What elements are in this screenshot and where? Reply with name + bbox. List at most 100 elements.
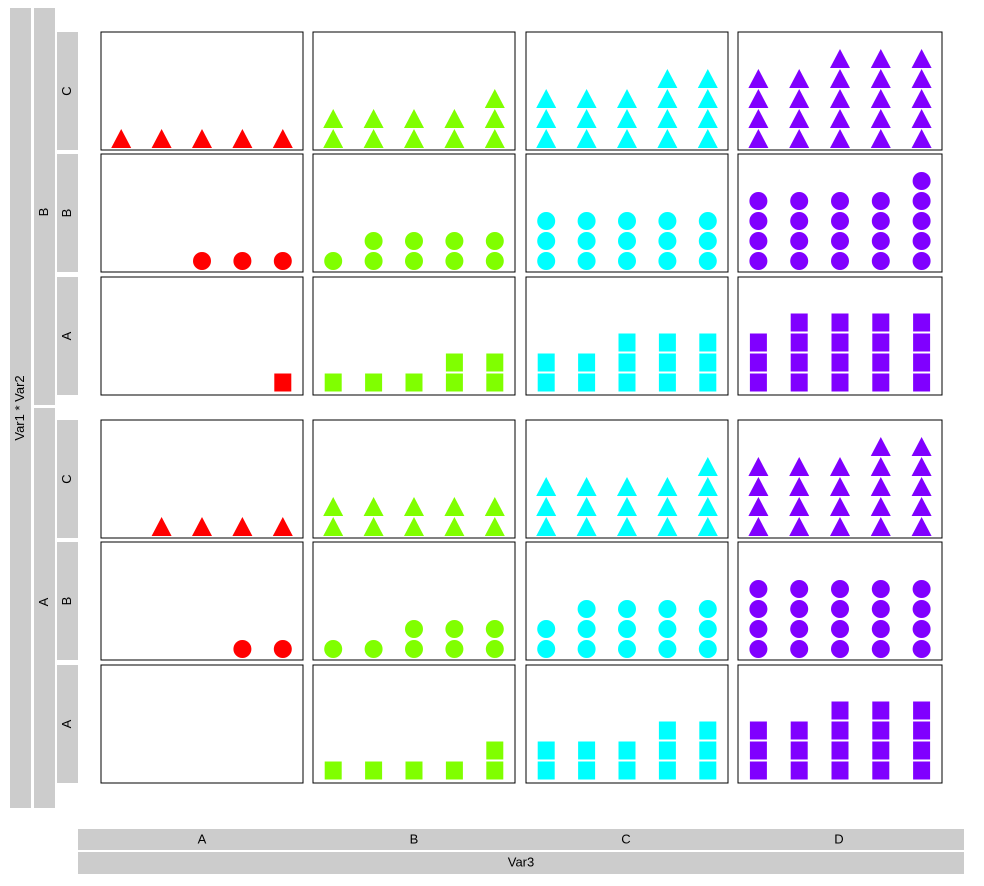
square-marker bbox=[789, 740, 809, 761]
panel-A-B-B-stack-2 bbox=[364, 640, 383, 658]
triangle-marker bbox=[911, 49, 932, 68]
panel-A-B-D-stack-5 bbox=[912, 580, 931, 658]
circle-marker bbox=[577, 600, 596, 618]
triangle-marker bbox=[911, 69, 932, 88]
triangle-marker bbox=[404, 129, 424, 148]
square-marker bbox=[871, 720, 891, 741]
panel-B-C-A-stack-4 bbox=[232, 129, 253, 148]
triangle-marker bbox=[911, 89, 932, 108]
triangle-marker bbox=[192, 129, 212, 148]
square-marker bbox=[789, 332, 809, 353]
square-marker bbox=[871, 372, 891, 393]
circle-marker bbox=[577, 252, 596, 270]
square-marker bbox=[657, 332, 677, 353]
circle-marker bbox=[831, 620, 849, 638]
square-marker bbox=[617, 760, 637, 781]
circle-marker bbox=[871, 600, 890, 618]
circle-marker bbox=[790, 212, 809, 230]
circle-marker bbox=[364, 252, 383, 270]
square-marker bbox=[912, 760, 932, 781]
triangle-marker bbox=[870, 497, 891, 516]
triangle-marker bbox=[657, 89, 678, 108]
triangle-marker bbox=[404, 497, 424, 516]
square-marker bbox=[273, 372, 293, 393]
panel-A-B-A bbox=[100, 541, 304, 661]
panel-A-B-C-stack-3 bbox=[618, 600, 636, 658]
circle-marker bbox=[871, 212, 890, 230]
triangle-marker bbox=[536, 497, 557, 516]
triangle-marker bbox=[111, 129, 132, 148]
circle-marker bbox=[790, 192, 809, 210]
panel-A-B-D-stack-1 bbox=[749, 580, 768, 658]
triangle-marker bbox=[363, 109, 384, 128]
circle-marker bbox=[749, 252, 768, 270]
circle-marker bbox=[658, 212, 677, 230]
outer-y-strip bbox=[10, 8, 31, 808]
panel-A-C-B-stack-5 bbox=[484, 497, 505, 536]
circle-marker bbox=[233, 252, 252, 270]
triangle-marker bbox=[870, 517, 891, 536]
panel-B-B-A-stack-4 bbox=[233, 252, 252, 270]
square-marker bbox=[657, 740, 677, 761]
circle-marker bbox=[405, 640, 423, 658]
circle-marker bbox=[749, 640, 768, 658]
triangle-marker bbox=[789, 517, 810, 536]
triangle-marker bbox=[536, 477, 557, 496]
var3-label-C: C bbox=[621, 831, 630, 846]
panel-B-C-D-stack-1 bbox=[748, 69, 769, 148]
square-marker bbox=[871, 760, 891, 781]
triangle-marker bbox=[830, 477, 850, 496]
panel-A-A-D-stack-2 bbox=[789, 720, 809, 781]
panel-B-B-B-stack-1 bbox=[324, 252, 343, 270]
var2-label-bottom-A: A bbox=[59, 719, 74, 728]
circle-marker bbox=[831, 252, 849, 270]
circle-marker bbox=[364, 640, 383, 658]
triangle-marker bbox=[748, 109, 769, 128]
panel-B-A-C-stack-1 bbox=[536, 352, 556, 393]
panel-B-C-B-stack-4 bbox=[444, 109, 465, 148]
circle-marker bbox=[871, 580, 890, 598]
square-marker bbox=[912, 740, 932, 761]
circle-marker bbox=[871, 620, 890, 638]
circle-marker bbox=[577, 232, 596, 250]
panel-A-A-C-stack-4 bbox=[657, 720, 677, 781]
var2-label-top-A: A bbox=[59, 331, 74, 340]
triangle-marker bbox=[323, 129, 344, 148]
circle-marker bbox=[618, 620, 636, 638]
circle-marker bbox=[658, 620, 677, 638]
circle-marker bbox=[698, 640, 717, 658]
circle-marker bbox=[790, 232, 809, 250]
panel-B-B-D-stack-1 bbox=[749, 192, 768, 270]
square-marker bbox=[404, 760, 424, 781]
panel-B-B-C-stack-3 bbox=[618, 212, 636, 270]
panel-B-C-C-stack-5 bbox=[697, 69, 718, 148]
circle-marker bbox=[405, 620, 423, 638]
panel-A-C-A-stack-5 bbox=[272, 517, 293, 536]
circle-marker bbox=[912, 172, 931, 190]
panel-B-A-B-stack-5 bbox=[485, 352, 505, 393]
circle-marker bbox=[871, 232, 890, 250]
square-marker bbox=[617, 332, 637, 353]
triangle-marker bbox=[870, 129, 891, 148]
panel-B-C-D-stack-3 bbox=[830, 49, 850, 148]
triangle-marker bbox=[748, 517, 769, 536]
circle-marker bbox=[485, 640, 504, 658]
var3-strip-C bbox=[502, 829, 714, 850]
square-marker bbox=[871, 332, 891, 353]
circle-marker bbox=[831, 212, 849, 230]
square-marker bbox=[657, 372, 677, 393]
square-marker bbox=[323, 372, 343, 393]
panel-A-B-C-stack-4 bbox=[658, 600, 677, 658]
circle-marker bbox=[577, 620, 596, 638]
var3-strip-A bbox=[78, 829, 290, 850]
circle-marker bbox=[749, 600, 768, 618]
square-marker bbox=[577, 760, 597, 781]
panel-A-B-A-stack-4 bbox=[233, 640, 252, 658]
circle-marker bbox=[193, 252, 211, 270]
circle-marker bbox=[324, 640, 343, 658]
square-marker bbox=[485, 352, 505, 373]
panel-B-C-D-stack-5 bbox=[911, 49, 932, 148]
panel-A-B-B-stack-4 bbox=[445, 620, 464, 658]
triangle-marker bbox=[151, 129, 172, 148]
x-axis-title: Var3 bbox=[508, 854, 535, 869]
